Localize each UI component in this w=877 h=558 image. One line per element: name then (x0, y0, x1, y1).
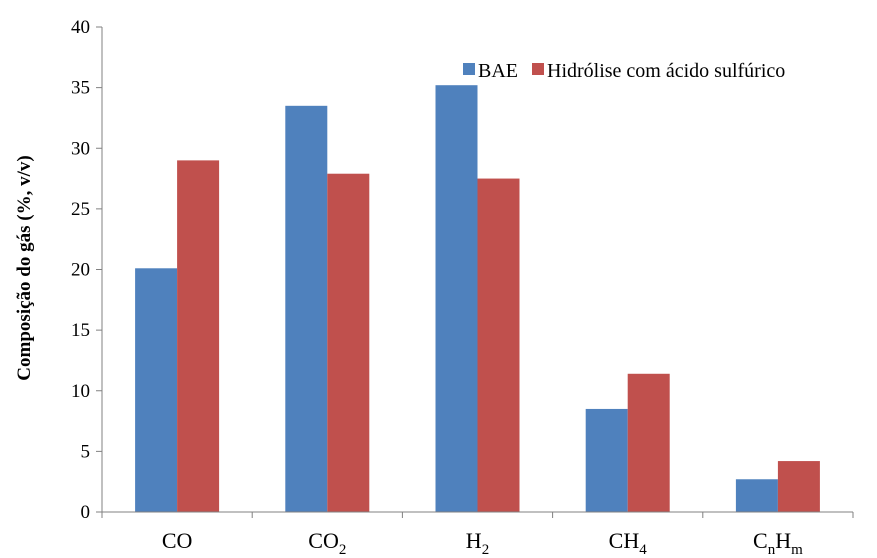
legend-label-bae: BAE (478, 60, 518, 82)
bar-bae-4 (735, 479, 778, 512)
x-category-label: Cn​Hm​ (753, 528, 803, 558)
y-axis-label: Composição do gás (%, v/v) (14, 155, 35, 380)
legend-swatch-hidrolise (532, 63, 544, 75)
bar-hidrolise-0 (177, 160, 220, 512)
x-category-label: CO2​ (308, 528, 346, 558)
x-category-label: H2​ (466, 528, 489, 558)
bar-hidrolise-2 (477, 178, 520, 512)
bar-bae-1 (285, 105, 328, 512)
y-ticks-group: 0 5 10 15 20 25 30 35 40 (71, 17, 102, 523)
bar-bae-3 (585, 408, 628, 512)
legend-swatch-bae (463, 63, 475, 75)
y-tick-label: 25 (71, 199, 90, 220)
x-category-label: CH4​ (609, 528, 648, 558)
bar-hidrolise-3 (627, 373, 670, 512)
y-tick-label: 40 (71, 17, 90, 38)
y-tick-label: 0 (81, 502, 91, 523)
bar-hidrolise-4 (777, 461, 820, 512)
bar-bae-2 (435, 85, 478, 512)
y-tick-label: 30 (71, 138, 90, 159)
y-tick-label: 15 (71, 320, 90, 341)
x-categories-group: CO CO2​ H2​ CH4​ Cn​Hm​ (101, 512, 854, 558)
bars-group (135, 85, 820, 512)
x-category-label: CO (162, 528, 193, 553)
legend-label-hidrolise: Hidrólise com ácido sulfúrico (547, 60, 785, 82)
y-tick-label: 20 (71, 260, 90, 281)
y-tick-label: 10 (71, 381, 90, 402)
bar-hidrolise-1 (327, 173, 370, 512)
bar-bae-0 (135, 268, 178, 512)
y-tick-label: 35 (71, 78, 90, 99)
y-tick-label: 5 (81, 441, 91, 462)
legend: BAE Hidrólise com ácido sulfúrico (463, 60, 785, 82)
